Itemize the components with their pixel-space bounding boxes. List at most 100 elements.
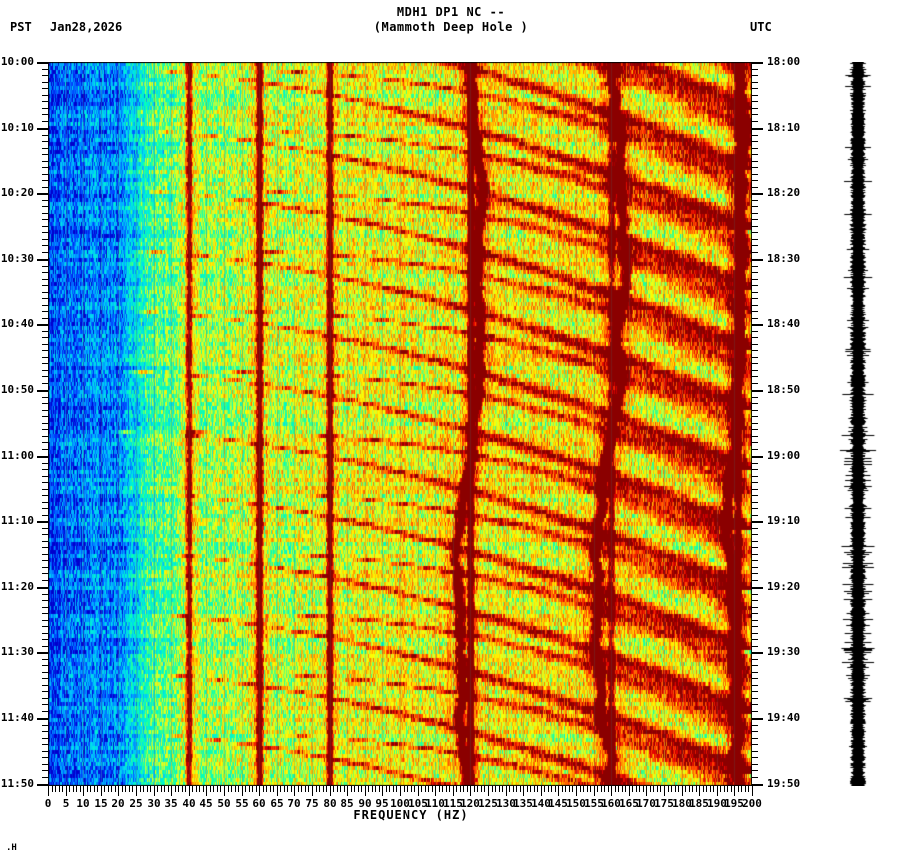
axis-tick [509,786,510,792]
timezone-right-label: UTC [750,20,772,34]
axis-tick [752,390,763,392]
axis-tick [752,436,758,437]
axis-tick [347,786,348,796]
spectrogram-plot[interactable] [48,62,752,786]
axis-tick [456,786,457,792]
axis-tick [291,786,292,792]
axis-tick [689,786,690,792]
axis-tick [323,786,324,792]
axis-tick [752,135,758,136]
axis-tick [111,786,112,792]
axis-tick [601,786,602,792]
axis-tick [161,786,162,792]
axis-tick [583,786,584,792]
axis-tick [752,108,758,109]
axis-tick [37,193,48,195]
axis-tick [305,786,306,792]
axis-tick [752,397,758,398]
axis-tick [752,672,758,673]
axis-tick [752,704,758,705]
axis-tick [604,786,605,792]
axis-tick [308,786,309,792]
axis-tick [752,200,758,201]
time-label-pst: 10:20 [0,186,34,199]
axis-tick [752,114,758,115]
axis-tick [752,442,758,443]
axis-tick [572,786,573,792]
axis-tick [706,786,707,792]
time-label-pst: 10:40 [0,317,34,330]
axis-tick [263,786,264,792]
time-label-pst: 11:40 [0,711,34,724]
axis-tick [537,786,538,792]
axis-tick [548,786,549,792]
axis-tick [713,786,714,792]
axis-tick [745,786,746,792]
axis-tick [87,786,88,792]
axis-tick [752,587,763,589]
axis-tick [752,331,758,332]
axis-tick [541,786,542,796]
axis-tick [580,786,581,792]
axis-tick [752,744,758,745]
axis-tick [407,786,408,792]
axis-tick [752,370,758,371]
axis-tick [224,786,225,796]
axis-tick [294,786,295,796]
axis-tick [206,786,207,796]
axis-tick [668,786,669,792]
axis-tick [752,141,758,142]
axis-tick [752,416,758,417]
axis-tick [752,691,758,692]
axis-tick [752,560,758,561]
axis-tick [136,786,137,796]
axis-tick [249,786,250,792]
axis-tick [699,786,700,796]
axis-tick [569,786,570,792]
axis-tick [752,239,758,240]
timezone-left-label: PST [10,20,32,34]
axis-tick [608,786,609,792]
axis-tick [37,128,48,130]
time-label-utc: 19:10 [767,514,801,527]
axis-tick [449,786,450,792]
station-title: MDH1 DP1 NC -- [396,5,506,19]
axis-tick [752,285,758,286]
axis-tick [418,786,419,796]
axis-tick [643,786,644,792]
axis-tick [752,731,758,732]
axis-tick [594,786,595,796]
axis-tick [727,786,728,792]
axis-tick [94,786,95,792]
axis-tick [664,786,665,796]
frequency-axis-label: FREQUENCY (HZ) [353,808,469,822]
axis-tick [326,786,327,792]
axis-tick [379,786,380,792]
time-label-utc: 19:50 [767,777,801,790]
axis-tick [115,786,116,792]
axis-tick [164,786,165,792]
axis-tick [752,350,758,351]
axis-tick [752,620,758,621]
axis-tick [558,786,559,796]
corner-artifact-mark: .H [6,843,17,853]
axis-tick [171,786,172,796]
axis-tick [752,725,758,726]
axis-tick [495,786,496,792]
axis-tick [752,206,758,207]
axis-tick [344,786,345,792]
axis-tick [228,786,229,792]
axis-tick [266,786,267,792]
axis-tick [696,786,697,792]
time-label-utc: 18:40 [767,317,801,330]
axis-tick [277,786,278,796]
axis-tick [625,786,626,792]
axis-tick [104,786,105,792]
axis-tick [551,786,552,792]
axis-tick [59,786,60,792]
axis-tick [660,786,661,792]
axis-tick [196,786,197,792]
axis-tick [752,449,758,450]
axis-tick [752,698,758,699]
axis-tick [499,786,500,792]
